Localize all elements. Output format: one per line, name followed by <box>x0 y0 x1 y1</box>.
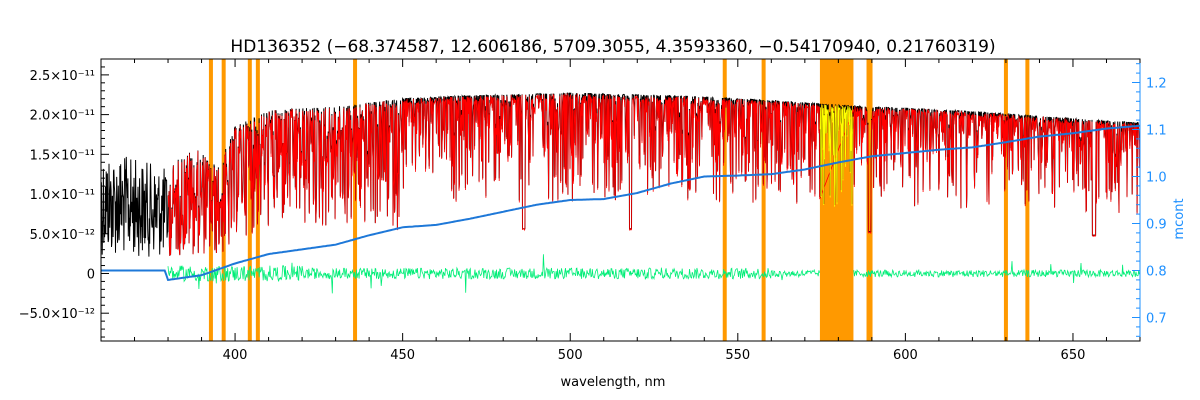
y-tick-label: 1.5×10⁻¹¹ <box>30 148 95 163</box>
model-spectrum-line <box>167 93 1141 257</box>
x-tick-label: 650 <box>1061 348 1086 363</box>
plot-area <box>100 92 1141 294</box>
y-tick-label: −5.0×10⁻¹² <box>19 307 95 322</box>
masked-line-band <box>353 59 358 341</box>
y2-axis-label: mcont <box>1172 198 1187 239</box>
residuals-line <box>167 254 1140 294</box>
y-tick-label: 5.0×10⁻¹² <box>30 228 95 243</box>
x-tick-label: 600 <box>893 348 918 363</box>
masked-model-segment <box>819 104 854 207</box>
masked-line-band <box>761 59 766 341</box>
x-tick-label: 450 <box>390 348 415 363</box>
x-axis-label: wavelength, nm <box>561 375 666 390</box>
x-tick-label: 550 <box>725 348 750 363</box>
y-axis-ticks: 2.5×10⁻¹¹ 2.0×10⁻¹¹ 1.5×10⁻¹¹ 1.0×10⁻¹¹ 5.0×… <box>19 58 109 338</box>
masked-line-band <box>722 59 727 341</box>
y-tick-label: 2.5×10⁻¹¹ <box>30 69 95 84</box>
y2-tick-label: 1.1 <box>1146 124 1167 139</box>
y2-tick-label: 1.2 <box>1146 77 1167 92</box>
masked-line-band <box>1025 59 1030 341</box>
y2-tick-label: 0.8 <box>1146 265 1167 280</box>
y2-axis-ticks: 1.2 1.1 1.0 0.9 0.8 0.7 <box>1132 63 1167 337</box>
x-tick-label: 500 <box>558 348 583 363</box>
chart-title: HD136352 (−68.374587, 12.606186, 5709.30… <box>230 37 995 57</box>
x-axis-ticks: 400 450 500 550 600 650 <box>100 59 1141 363</box>
y2-tick-label: 1.0 <box>1146 171 1167 186</box>
y2-tick-label: 0.9 <box>1146 218 1167 233</box>
x-tick-label: 400 <box>223 348 248 363</box>
y2-tick-label: 0.7 <box>1146 312 1167 327</box>
mcont-line <box>101 124 1141 281</box>
y-tick-label: 1.0×10⁻¹¹ <box>30 188 95 203</box>
y-tick-label: 0 <box>87 267 95 282</box>
masked-line-band <box>247 59 252 341</box>
y-tick-label: 2.0×10⁻¹¹ <box>30 109 95 124</box>
masked-line-band <box>1003 59 1008 341</box>
